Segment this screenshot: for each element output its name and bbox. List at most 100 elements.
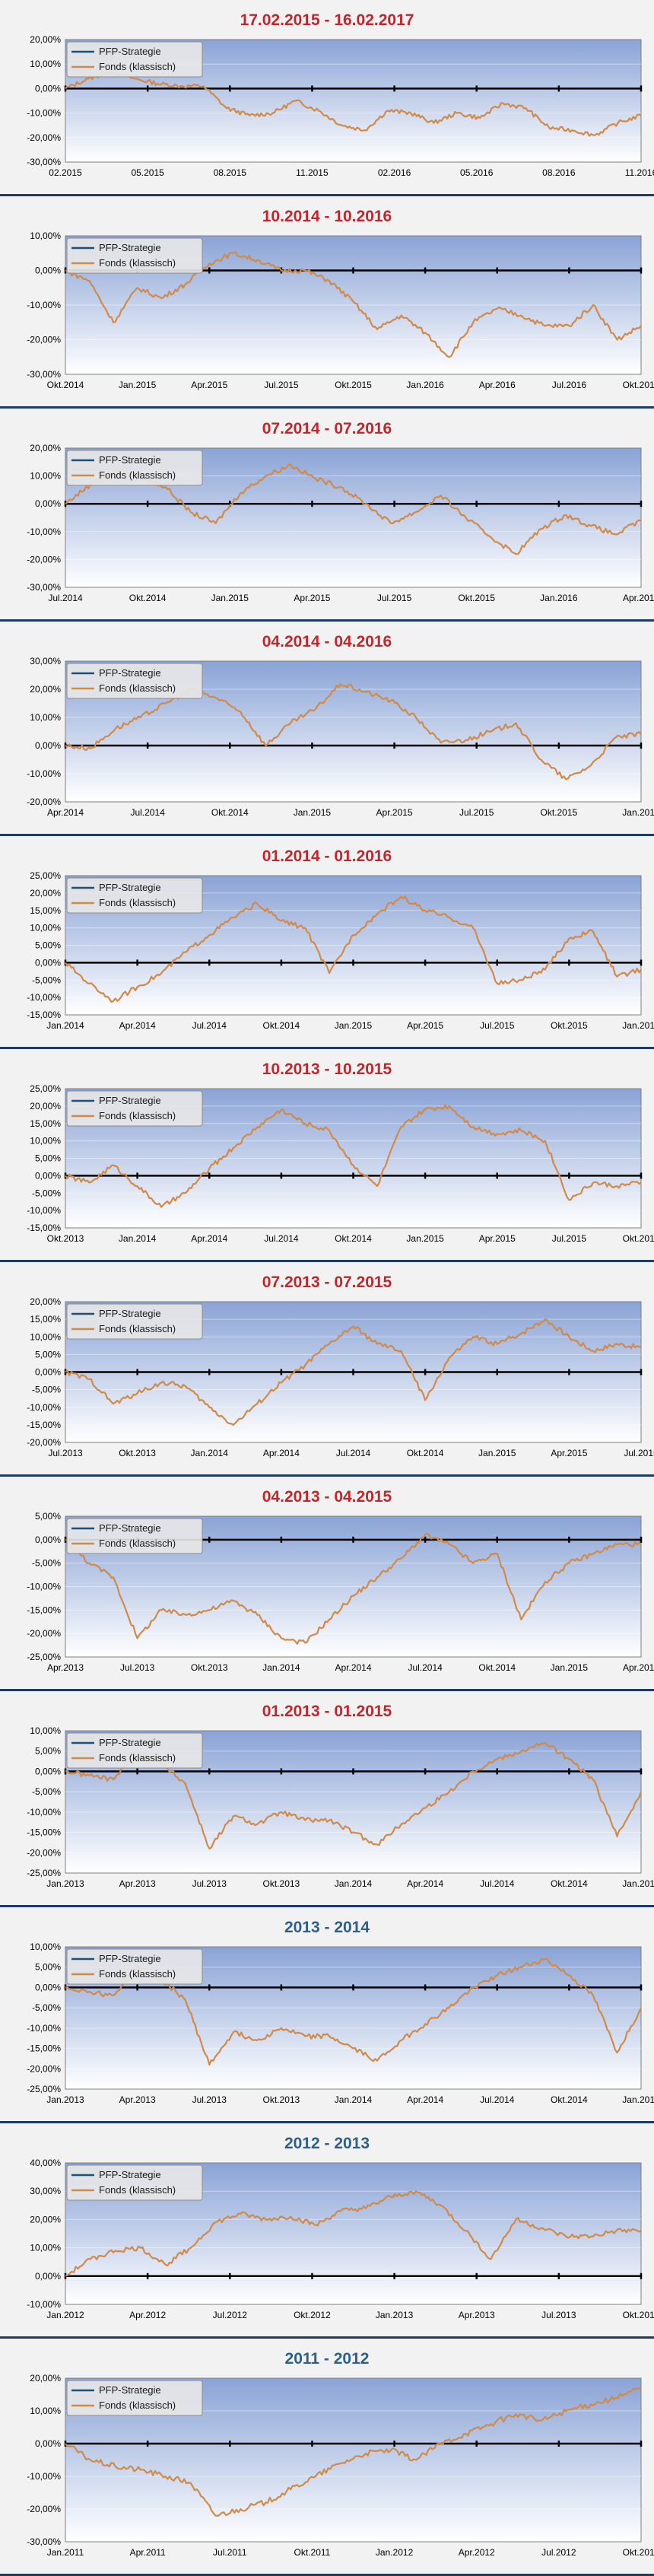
x-tick-label: Okt.2013 <box>623 2310 654 2320</box>
chart-svg: 04.2013 - 04.2015 5,00% 0,00% -5,00% -10,00%… <box>27 1488 654 1673</box>
x-tick-label: Apr.2016 <box>623 593 654 603</box>
series-fonds-klassisch <box>65 682 642 781</box>
chart-title: 2012 - 2013 <box>284 2135 370 2152</box>
chart-title: 2011 - 2012 <box>285 2350 370 2368</box>
legend-label: PFP-Strategie <box>99 242 161 253</box>
y-tick-label: -5,00% <box>32 1558 61 1569</box>
chart-title: 01.2014 - 01.2016 <box>262 848 392 865</box>
legend-label: Fonds (klassisch) <box>99 469 176 481</box>
x-tick-label: Apr.2015 <box>376 807 413 818</box>
series-fonds-klassisch <box>65 70 642 137</box>
x-tick-label: Apr.2014 <box>335 1662 371 1673</box>
x-tick-label: Apr.2014 <box>191 1233 227 1244</box>
chart-title: 17.02.2015 - 16.02.2017 <box>240 11 414 29</box>
chart-svg: 04.2014 - 04.2016 30,00% 20,00% 10,00% 0,00%… <box>27 633 654 818</box>
y-tick-label: -10,00% <box>27 108 61 119</box>
y-tick-label: -10,00% <box>27 526 61 537</box>
x-tick-label: Jan.2015 <box>211 593 249 603</box>
y-tick-label: 25,00% <box>30 870 61 881</box>
chart-svg: 10.2013 - 10.2015 25,00% 20,00% 15,00% 10,00… <box>27 1061 654 1244</box>
x-tick-label: Jan.2014 <box>191 1448 229 1458</box>
chart-panel: 07.2013 - 07.2015 20,00% 15,00% 10,00% 5,00%… <box>0 1262 654 1477</box>
chart-svg: 2011 - 2012 20,00% 10,00% 0,00% -10,00% -20,0… <box>27 2350 654 2558</box>
y-tick-label: -25,00% <box>27 1868 61 1878</box>
legend-label: PFP-Strategie <box>99 667 161 679</box>
legend-box <box>66 1090 203 1127</box>
y-tick-label: 0,00% <box>35 83 61 94</box>
y-tick-label: -5,00% <box>32 2002 61 2013</box>
chart-title: 04.2013 - 04.2015 <box>262 1488 392 1506</box>
y-tick-label: 10,00% <box>30 1942 61 1952</box>
x-tick-label: Okt.2015 <box>623 1233 654 1244</box>
y-tick-label: -10,00% <box>27 768 61 779</box>
y-tick-label: 20,00% <box>30 443 61 453</box>
x-tick-label: Jan.2012 <box>46 2310 84 2320</box>
y-tick-label: 0,00% <box>35 2271 61 2282</box>
y-tick-label: 5,00% <box>35 1962 61 1973</box>
y-tick-label: -20,00% <box>27 797 61 807</box>
x-tick-label: Jul.2011 <box>213 2547 247 2558</box>
series-fonds-klassisch <box>65 250 642 358</box>
y-tick-label: -15,00% <box>27 1604 61 1615</box>
series-fonds-klassisch <box>65 1104 642 1208</box>
y-tick-label: -10,00% <box>27 1205 61 1216</box>
x-tick-label: Jul.2016 <box>552 380 587 390</box>
y-tick-label: -25,00% <box>27 1652 61 1662</box>
x-tick-label: Jul.2014 <box>48 593 83 603</box>
x-tick-label: Okt.2014 <box>551 1878 588 1889</box>
x-tick-label: Jul.2012 <box>541 2547 576 2558</box>
x-tick-label: Jan.2014 <box>119 1233 157 1244</box>
y-tick-label: -10,00% <box>27 992 61 1003</box>
x-tick-label: 08.2015 <box>214 167 247 178</box>
x-tick-label: 05.2015 <box>131 167 164 178</box>
chart-panel: 2013 - 2014 10,00% 5,00% 0,00% -5,00% -10,00%… <box>0 1907 654 2123</box>
x-tick-label: Okt.2014 <box>407 1448 444 1458</box>
legend-box <box>66 41 203 78</box>
x-tick-label: Okt.2013 <box>191 1662 228 1673</box>
chart-svg: 01.2014 - 01.2016 25,00% 20,00% 15,00% 10,00… <box>27 848 654 1031</box>
y-tick-label: 20,00% <box>30 684 61 695</box>
y-tick-label: 30,00% <box>30 656 61 666</box>
y-tick-label: 20,00% <box>30 888 61 898</box>
y-tick-label: 5,00% <box>35 1153 61 1164</box>
y-tick-label: -5,00% <box>32 1786 61 1797</box>
y-tick-label: 0,00% <box>35 1766 61 1776</box>
x-tick-label: Jan.2016 <box>622 1020 654 1031</box>
y-tick-label: -15,00% <box>27 1827 61 1838</box>
legend-label: Fonds (klassisch) <box>99 682 176 694</box>
chart-svg: 2013 - 2014 10,00% 5,00% 0,00% -5,00% -10,00%… <box>27 1919 654 2105</box>
y-tick-label: -15,00% <box>27 2043 61 2054</box>
x-tick-label: Jan.2016 <box>622 807 654 818</box>
x-tick-label: Okt.2014 <box>47 380 84 390</box>
x-tick-label: Jul.2012 <box>213 2310 248 2320</box>
x-tick-label: Okt.2015 <box>458 593 495 603</box>
x-tick-label: Okt.2013 <box>263 2094 300 2105</box>
series-fonds-klassisch <box>65 463 642 555</box>
x-tick-label: Okt.2013 <box>119 1448 156 1458</box>
y-tick-label: 10,00% <box>30 231 61 241</box>
x-tick-label: Apr.2015 <box>294 593 330 603</box>
x-tick-label: 02.2015 <box>49 167 82 178</box>
y-tick-label: -20,00% <box>27 2504 61 2514</box>
y-tick-label: 10,00% <box>30 2243 61 2253</box>
x-tick-label: 08.2016 <box>542 167 576 178</box>
x-tick-label: Jan.2013 <box>46 2094 84 2105</box>
x-tick-label: Okt.2015 <box>551 1020 588 1031</box>
x-tick-label: Apr.2014 <box>407 1878 443 1889</box>
chart-title: 01.2013 - 01.2015 <box>262 1703 392 1720</box>
x-tick-label: Jul.2015 <box>377 593 412 603</box>
chart-panel: 17.02.2015 - 16.02.2017 20,00% 10,00% 0,00%… <box>0 0 654 196</box>
y-tick-label: 10,00% <box>30 471 61 482</box>
x-tick-label: Okt.2014 <box>263 1020 300 1031</box>
x-tick-label: Jan.2015 <box>406 1233 444 1244</box>
chart-panel: 2012 - 2013 40,00% 30,00% 20,00% 10,00% 0,00%… <box>0 2123 654 2339</box>
y-tick-label: -20,00% <box>27 335 61 345</box>
x-tick-label: Jul.2014 <box>264 1233 299 1244</box>
legend-box <box>66 1303 203 1340</box>
legend-label: Fonds (klassisch) <box>99 1752 176 1763</box>
y-tick-label: 30,00% <box>30 2186 61 2196</box>
y-tick-label: 15,00% <box>30 1314 61 1325</box>
y-tick-label: -10,00% <box>27 1807 61 1818</box>
x-tick-label: Jul.2014 <box>408 1662 443 1673</box>
x-tick-label: Apr.2013 <box>459 2310 495 2320</box>
